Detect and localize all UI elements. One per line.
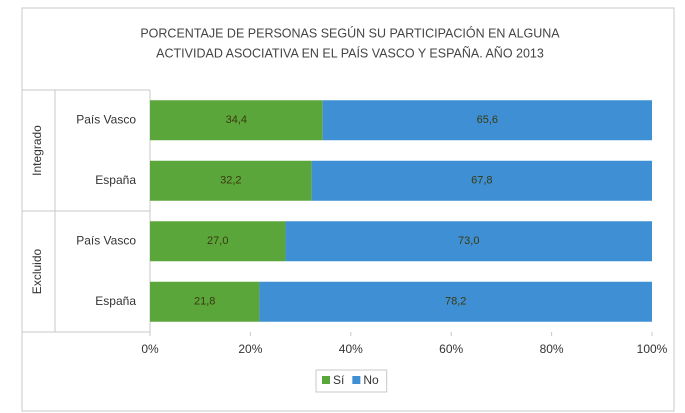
x-tick-label: 60% <box>439 342 463 356</box>
value-label: 27,0 <box>207 235 228 247</box>
x-tick-label: 20% <box>238 342 262 356</box>
value-label: 78,2 <box>445 296 466 308</box>
value-label: 34,4 <box>226 114 247 126</box>
chart-title: PORCENTAJE DE PERSONAS SEGÚN SU PARTICIP… <box>140 25 560 40</box>
x-tick-label: 40% <box>339 342 363 356</box>
bar-segment <box>150 160 312 201</box>
bar-segment <box>150 100 323 141</box>
group-label: Excluido <box>30 248 44 294</box>
value-label: 32,2 <box>220 175 241 187</box>
bar-segment <box>285 221 652 262</box>
legend-swatch <box>322 376 330 384</box>
legend-label: Sí <box>333 373 345 387</box>
x-tick-label: 100% <box>637 342 668 356</box>
category-label: España <box>95 173 136 187</box>
category-label: País Vasco <box>76 233 136 247</box>
legend-frame <box>315 369 388 393</box>
bar-segment <box>150 221 286 262</box>
chart-title: ACTIVIDAD ASOCIATIVA EN EL PAÍS VASCO Y … <box>156 45 544 60</box>
bar-segment <box>150 281 260 322</box>
value-label: 67,8 <box>471 175 492 187</box>
x-tick-label: 80% <box>540 342 564 356</box>
legend-label: No <box>363 373 379 387</box>
value-label: 21,8 <box>194 296 215 308</box>
category-label: País Vasco <box>76 112 136 126</box>
value-label: 65,6 <box>477 114 498 126</box>
bar-segment <box>311 160 652 201</box>
x-tick-label: 0% <box>141 342 159 356</box>
group-label: Integrado <box>30 125 44 176</box>
category-label: España <box>95 294 136 308</box>
bar-segment <box>322 100 652 141</box>
value-label: 73,0 <box>458 235 479 247</box>
chart-frame <box>21 7 675 412</box>
legend-swatch <box>352 376 361 384</box>
bar-segment <box>259 281 652 322</box>
